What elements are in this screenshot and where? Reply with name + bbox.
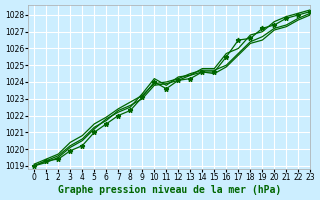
X-axis label: Graphe pression niveau de la mer (hPa): Graphe pression niveau de la mer (hPa) bbox=[58, 185, 281, 195]
